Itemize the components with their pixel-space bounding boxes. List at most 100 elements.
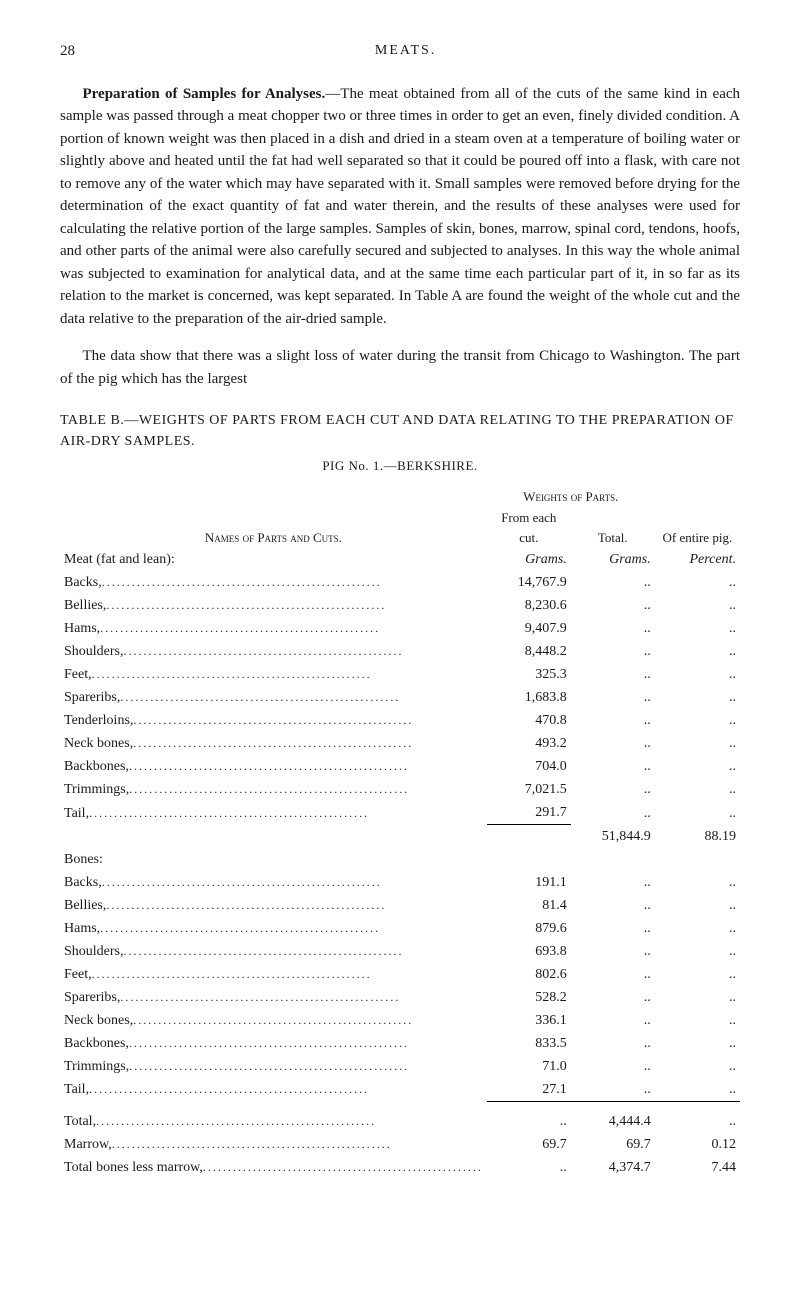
- meat-label: Hams,: [60, 617, 487, 640]
- meat-row: Tenderloins,470.8....: [60, 709, 740, 732]
- bones-from: 191.1: [487, 871, 571, 894]
- meat-from: 493.2: [487, 732, 571, 755]
- weights-table: Weights of Parts. Names of Parts and Cut…: [60, 486, 740, 1179]
- meat-row: Spareribs,1,683.8....: [60, 686, 740, 709]
- meat-from: 8,448.2: [487, 640, 571, 663]
- footer-pig: ..: [655, 1110, 740, 1133]
- meat-total: ..: [571, 594, 655, 617]
- meat-pig: ..: [655, 755, 740, 778]
- bones-from: 802.6: [487, 963, 571, 986]
- meat-label: Bellies,: [60, 594, 487, 617]
- meat-pig: ..: [655, 571, 740, 594]
- meat-from: 7,021.5: [487, 778, 571, 801]
- table-title: TABLE B.—WEIGHTS OF PARTS FROM EACH CUT …: [60, 410, 740, 452]
- meat-row: Trimmings,7,021.5....: [60, 778, 740, 801]
- bones-pig: ..: [655, 1009, 740, 1032]
- bones-total: ..: [571, 963, 655, 986]
- footer-row: Marrow,69.769.70.12: [60, 1133, 740, 1156]
- bones-pig: ..: [655, 940, 740, 963]
- footer-row: Total,..4,444.4..: [60, 1110, 740, 1133]
- header-names: Names of Parts and Cuts.: [60, 507, 487, 548]
- bones-from: 81.4: [487, 894, 571, 917]
- bones-total: ..: [571, 940, 655, 963]
- section-meat-label: Meat (fat and lean):: [60, 548, 487, 571]
- bones-pig: ..: [655, 1055, 740, 1078]
- header-total: Total.: [571, 507, 655, 548]
- meat-from: 291.7: [487, 801, 571, 825]
- bones-row: Neck bones,336.1....: [60, 1009, 740, 1032]
- bones-pig: ..: [655, 986, 740, 1009]
- bones-total: ..: [571, 1009, 655, 1032]
- meat-from: 325.3: [487, 663, 571, 686]
- page-header: 28 MEATS.: [60, 40, 740, 63]
- footer-label: Marrow,: [60, 1133, 487, 1156]
- bones-pig: ..: [655, 1078, 740, 1102]
- meat-pig: ..: [655, 686, 740, 709]
- meat-total: ..: [571, 755, 655, 778]
- meat-pig: ..: [655, 709, 740, 732]
- meat-row: Backs,14,767.9....: [60, 571, 740, 594]
- bones-total: ..: [571, 986, 655, 1009]
- footer-row: Total bones less marrow,..4,374.77.44: [60, 1156, 740, 1179]
- meat-from: 9,407.9: [487, 617, 571, 640]
- meat-total: ..: [571, 571, 655, 594]
- meat-pig: ..: [655, 801, 740, 825]
- bones-pig: ..: [655, 917, 740, 940]
- meat-pig: ..: [655, 594, 740, 617]
- paragraph-1-lead: Preparation of Samples for Analyses.: [83, 86, 326, 102]
- section-header: MEATS.: [375, 40, 436, 63]
- meat-label: Spareribs,: [60, 686, 487, 709]
- bones-total: ..: [571, 894, 655, 917]
- section-bones-label: Bones:: [60, 848, 487, 871]
- bones-label: Feet,: [60, 963, 487, 986]
- bones-from: 833.5: [487, 1032, 571, 1055]
- paragraph-1: Preparation of Samples for Analyses.—The…: [60, 83, 740, 331]
- bones-row: Backbones,833.5....: [60, 1032, 740, 1055]
- bones-label: Spareribs,: [60, 986, 487, 1009]
- bones-total: ..: [571, 871, 655, 894]
- bones-row: Feet,802.6....: [60, 963, 740, 986]
- page-number: 28: [60, 40, 75, 63]
- unit-grams-1: Grams.: [487, 548, 571, 571]
- bones-row: Shoulders,693.8....: [60, 940, 740, 963]
- bones-label: Hams,: [60, 917, 487, 940]
- meat-label: Tail,: [60, 801, 487, 825]
- meat-row: Neck bones,493.2....: [60, 732, 740, 755]
- bones-pig: ..: [655, 1032, 740, 1055]
- table-subtitle: PIG No. 1.—BERKSHIRE.: [60, 456, 740, 476]
- meat-total: ..: [571, 617, 655, 640]
- meat-total: ..: [571, 709, 655, 732]
- meat-total-total: 51,844.9: [571, 825, 655, 848]
- meat-total: ..: [571, 663, 655, 686]
- bones-from: 71.0: [487, 1055, 571, 1078]
- footer-label: Total bones less marrow,: [60, 1156, 487, 1179]
- bones-label: Neck bones,: [60, 1009, 487, 1032]
- bones-pig: ..: [655, 871, 740, 894]
- meat-total-pig: 88.19: [655, 825, 740, 848]
- meat-pig: ..: [655, 663, 740, 686]
- footer-label: Total,: [60, 1110, 487, 1133]
- section-bones-row: Bones:: [60, 848, 740, 871]
- bones-label: Trimmings,: [60, 1055, 487, 1078]
- bones-label: Backbones,: [60, 1032, 487, 1055]
- unit-grams-2: Grams.: [571, 548, 655, 571]
- bones-from: 27.1: [487, 1078, 571, 1102]
- meat-row: Shoulders,8,448.2....: [60, 640, 740, 663]
- meat-total: ..: [571, 686, 655, 709]
- bones-row: Trimmings,71.0....: [60, 1055, 740, 1078]
- meat-label: Neck bones,: [60, 732, 487, 755]
- table-header-row-2: Names of Parts and Cuts. From each cut. …: [60, 507, 740, 548]
- meat-label: Tenderloins,: [60, 709, 487, 732]
- bones-total: ..: [571, 1055, 655, 1078]
- meat-from: 1,683.8: [487, 686, 571, 709]
- footer-total: 4,374.7: [571, 1156, 655, 1179]
- bones-row: Hams,879.6....: [60, 917, 740, 940]
- bones-row: Tail,27.1....: [60, 1078, 740, 1102]
- bones-label: Bellies,: [60, 894, 487, 917]
- meat-from: 14,767.9: [487, 571, 571, 594]
- header-of-entire: Of entire pig.: [655, 507, 740, 548]
- footer-pig: 7.44: [655, 1156, 740, 1179]
- footer-pig: 0.12: [655, 1133, 740, 1156]
- bones-from: 693.8: [487, 940, 571, 963]
- paragraph-1-body: —The meat obtained from all of the cuts …: [60, 86, 740, 327]
